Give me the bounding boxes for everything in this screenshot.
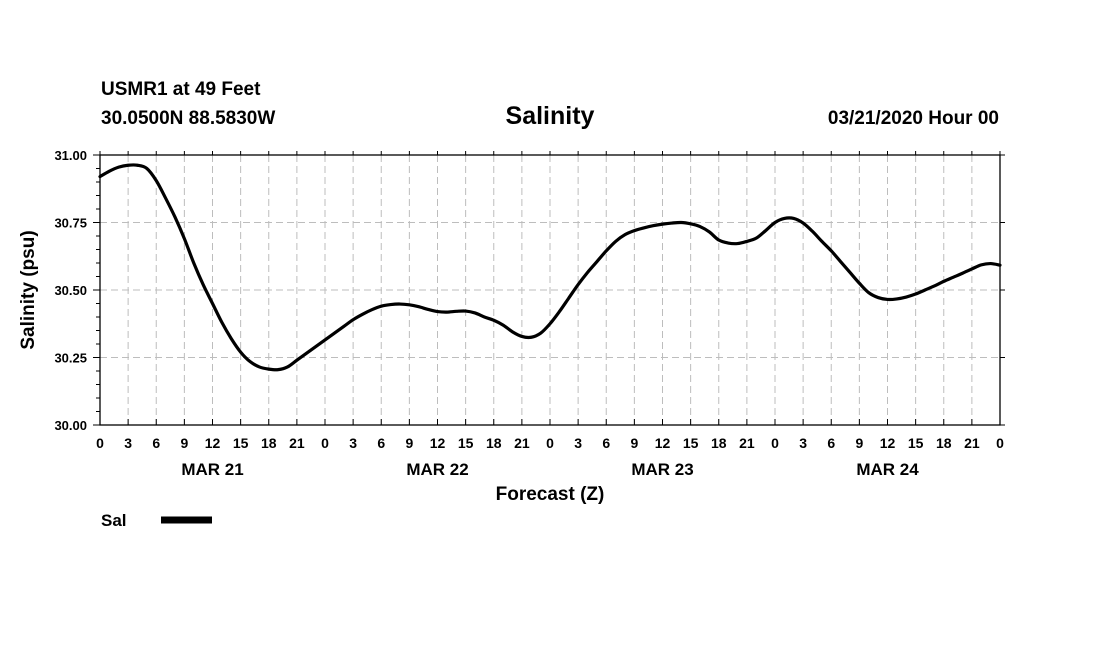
x-tick-label: 21	[514, 435, 530, 451]
day-label: MAR 24	[856, 460, 919, 479]
x-tick-label: 6	[827, 435, 835, 451]
series-line-sal	[98, 163, 1002, 372]
x-tick-label: 12	[655, 435, 671, 451]
y-tick-label: 30.00	[54, 418, 87, 433]
y-tick-label: 30.50	[54, 283, 87, 298]
x-tick-label: 0	[96, 435, 104, 451]
series-group	[98, 163, 1002, 372]
x-tick-label: 6	[377, 435, 385, 451]
y-tick-label: 30.25	[54, 351, 87, 366]
x-tick-label: 18	[486, 435, 502, 451]
x-tick-label: 15	[683, 435, 699, 451]
x-tick-label: 3	[574, 435, 582, 451]
x-tick-label: 18	[711, 435, 727, 451]
x-tick-label: 21	[289, 435, 305, 451]
x-tick-label: 12	[880, 435, 896, 451]
coordinates-label: 30.0500N 88.5830W	[101, 108, 275, 129]
x-tick-labels: 0 3 6 9 12 15 18 21 0 3 6 9 12 15 18 21 0 3 6 9 12 15 18 21 0 3 6 9…	[96, 435, 1004, 451]
x-tick-label: 0	[321, 435, 329, 451]
x-tick-label: 15	[233, 435, 249, 451]
x-tick-label: 3	[124, 435, 132, 451]
legend-label: Sal	[101, 511, 127, 530]
x-tick-label: 9	[630, 435, 638, 451]
x-tick-label: 15	[458, 435, 474, 451]
x-tick-label: 9	[180, 435, 188, 451]
y-tick-labels: 30.00 30.25 30.50 30.75 31.00	[54, 148, 87, 433]
chart-title: Salinity	[506, 102, 595, 130]
x-tick-label: 6	[602, 435, 610, 451]
station-label: USMR1 at 49 Feet	[101, 79, 261, 100]
x-tick-label: 12	[430, 435, 446, 451]
day-labels: MAR 21 MAR 22 MAR 23 MAR 24	[181, 460, 919, 479]
x-tick-label: 12	[205, 435, 221, 451]
x-tick-label: 21	[739, 435, 755, 451]
x-tick-label: 0	[996, 435, 1004, 451]
day-label: MAR 22	[406, 460, 468, 479]
axis-ticks	[93, 151, 1005, 426]
x-tick-label: 3	[349, 435, 357, 451]
y-axis-title: Salinity (psu)	[18, 230, 39, 349]
x-tick-label: 18	[936, 435, 952, 451]
x-axis-title: Forecast (Z)	[496, 484, 605, 505]
x-tick-label: 18	[261, 435, 277, 451]
day-label: MAR 21	[181, 460, 243, 479]
y-tick-label: 31.00	[54, 148, 87, 163]
x-tick-label: 0	[771, 435, 779, 451]
x-tick-label: 9	[405, 435, 413, 451]
x-tick-label: 3	[799, 435, 807, 451]
x-tick-label: 21	[964, 435, 980, 451]
x-tick-label: 0	[546, 435, 554, 451]
grid-lines	[100, 155, 1000, 425]
y-tick-label: 30.75	[54, 216, 87, 231]
forecast-datetime: 03/21/2020 Hour 00	[828, 108, 999, 129]
x-tick-label: 15	[908, 435, 924, 451]
x-tick-label: 9	[855, 435, 863, 451]
day-label: MAR 23	[631, 460, 693, 479]
x-tick-label: 6	[152, 435, 160, 451]
